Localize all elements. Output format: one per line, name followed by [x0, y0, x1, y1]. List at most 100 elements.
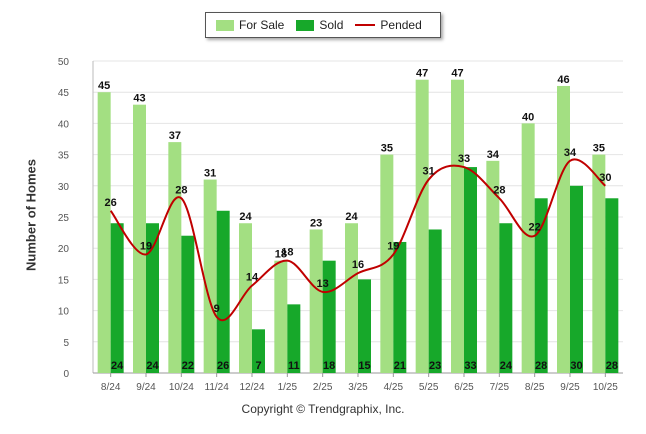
x-tick-label: 12/24 [239, 382, 264, 393]
bar-sold [146, 223, 159, 373]
y-tick-label: 0 [63, 369, 69, 380]
bar-sold [428, 229, 442, 373]
pended-value-label: 19 [387, 240, 399, 252]
x-tick-label: 2/25 [313, 382, 333, 393]
pended-value-label: 22 [529, 222, 541, 234]
for-sale-value-label: 43 [133, 93, 145, 105]
y-tick-label: 20 [58, 244, 70, 255]
x-tick-label: 1/25 [278, 382, 298, 393]
bar-sold [534, 198, 548, 373]
pended-value-label: 33 [458, 153, 470, 165]
bar-for-sale [168, 142, 182, 373]
bar-sold [216, 210, 230, 373]
y-tick-label: 45 [58, 88, 70, 99]
bar-for-sale [97, 92, 111, 373]
x-tick-label: 4/25 [384, 382, 404, 393]
bar-for-sale [592, 154, 606, 373]
y-tick-label: 5 [63, 338, 69, 349]
y-tick-label: 50 [58, 57, 70, 68]
pended-value-label: 14 [246, 272, 259, 284]
for-sale-value-label: 18 [275, 249, 287, 261]
x-tick-label: 5/25 [419, 382, 439, 393]
bar-for-sale [274, 260, 288, 373]
for-sale-value-label: 23 [310, 217, 322, 229]
bar-for-sale [557, 85, 570, 374]
x-tick-label: 11/24 [205, 382, 230, 393]
y-tick-label: 30 [58, 182, 70, 193]
bar-sold [252, 329, 265, 373]
bar-sold [499, 223, 513, 373]
legend-label-sold: Sold [319, 18, 344, 32]
for-sale-value-label: 24 [239, 211, 252, 223]
legend-label-for-sale: For Sale [239, 18, 285, 32]
x-tick-label: 8/24 [101, 382, 121, 393]
bar-for-sale [486, 160, 500, 373]
legend-item-pended[interactable]: Pended [355, 18, 422, 32]
for-sale-value-label: 37 [169, 130, 181, 142]
pended-value-label: 28 [175, 184, 187, 196]
chart-legend: For Sale Sold Pended [205, 12, 441, 38]
copyright-text: Copyright © Trendgraphix, Inc. [241, 402, 405, 416]
bar-sold [181, 235, 195, 373]
x-tick-label: 6/25 [454, 382, 474, 393]
bar-for-sale [309, 229, 323, 373]
y-tick-label: 15 [58, 275, 70, 286]
sold-value-label: 23 [429, 360, 441, 372]
sold-value-label: 11 [288, 360, 300, 372]
x-tick-label: 8/25 [525, 382, 545, 393]
legend-swatch-for-sale [216, 19, 234, 31]
bar-sold [322, 260, 336, 373]
pended-value-label: 30 [599, 172, 611, 184]
sold-value-label: 24 [111, 360, 124, 372]
for-sale-value-label: 34 [487, 149, 500, 161]
bar-sold [605, 198, 619, 373]
bar-for-sale [521, 123, 535, 374]
y-tick-label: 35 [58, 151, 70, 162]
for-sale-value-label: 31 [204, 168, 216, 180]
bar-sold [464, 167, 477, 373]
legend-item-sold[interactable]: Sold [296, 18, 343, 32]
for-sale-value-label: 40 [522, 111, 534, 123]
sold-value-label: 30 [570, 360, 582, 372]
sold-value-label: 22 [182, 360, 194, 372]
y-tick-label: 10 [58, 307, 70, 318]
bar-for-sale [345, 223, 358, 373]
pended-value-label: 9 [214, 303, 220, 315]
pended-value-label: 31 [423, 166, 435, 178]
pended-value-label: 19 [140, 240, 152, 252]
bar-sold [287, 304, 301, 373]
legend-item-for-sale[interactable]: For Sale [216, 18, 284, 32]
sold-value-label: 21 [394, 360, 406, 372]
for-sale-value-label: 35 [593, 143, 605, 155]
bar-for-sale [415, 79, 429, 373]
y-axis-label: Number of Homes [23, 159, 39, 271]
sold-value-label: 24 [146, 360, 159, 372]
x-tick-label: 10/24 [169, 382, 194, 393]
bar-sold [393, 241, 407, 373]
bar-sold [358, 279, 371, 373]
sold-value-label: 26 [217, 360, 229, 372]
sold-value-label: 28 [606, 360, 618, 372]
for-sale-value-label: 45 [98, 80, 110, 92]
pended-value-label: 26 [105, 197, 117, 209]
pended-value-label: 13 [317, 278, 329, 290]
pended-value-label: 18 [281, 247, 293, 259]
x-tick-label: 9/25 [560, 382, 580, 393]
x-tick-label: 3/25 [348, 382, 368, 393]
y-tick-label: 25 [58, 213, 70, 224]
pended-line [109, 158, 607, 321]
sold-value-label: 7 [255, 360, 261, 372]
pended-value-label: 28 [493, 184, 505, 196]
sold-value-label: 18 [323, 360, 335, 372]
x-tick-label: 9/24 [136, 382, 156, 393]
for-sale-value-label: 24 [345, 211, 358, 223]
x-tick-label: 7/25 [490, 382, 510, 393]
sold-value-label: 15 [358, 360, 370, 372]
legend-swatch-sold [296, 19, 315, 31]
legend-label-pended: Pended [380, 18, 422, 32]
pended-value-label: 16 [352, 259, 364, 271]
sold-value-label: 28 [535, 360, 547, 372]
bar-for-sale [451, 79, 464, 373]
y-tick-label: 40 [58, 119, 70, 130]
